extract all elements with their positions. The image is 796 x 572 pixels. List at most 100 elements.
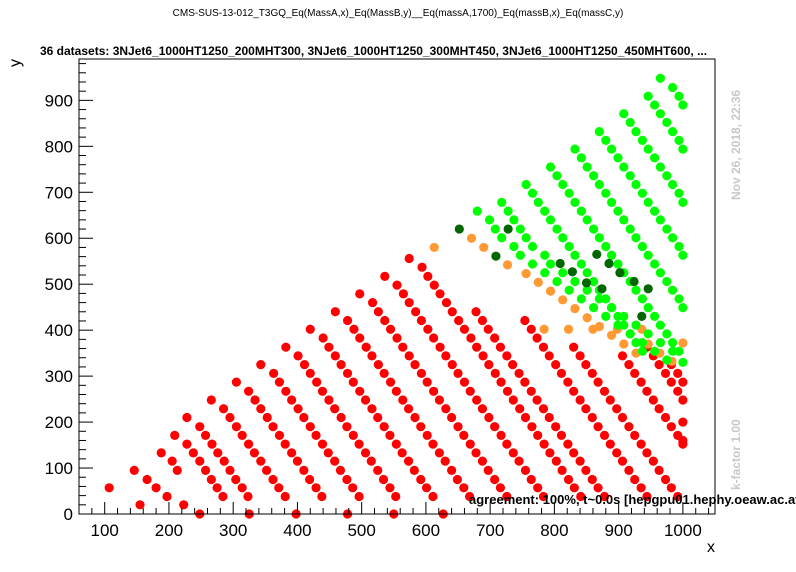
data-point-red — [417, 262, 427, 272]
data-point-red — [630, 368, 640, 378]
data-point-red — [182, 439, 192, 449]
data-point-red — [156, 448, 166, 458]
data-point-green — [552, 276, 562, 287]
data-point-red — [428, 439, 438, 449]
data-point-green — [668, 346, 678, 356]
data-point-red — [423, 324, 433, 334]
data-point-green — [533, 197, 543, 207]
data-point-green — [643, 197, 653, 207]
data-point-red — [195, 456, 205, 466]
data-point-red — [392, 280, 402, 290]
data-point-red — [544, 351, 554, 361]
data-point-green — [601, 294, 611, 304]
data-point-green — [668, 337, 678, 348]
data-point-red — [533, 483, 543, 493]
data-point-green — [678, 144, 688, 154]
data-point-green — [545, 259, 556, 269]
data-point-red — [305, 368, 315, 378]
data-point-green — [570, 276, 580, 287]
data-point-red — [441, 351, 451, 361]
data-point-red — [410, 360, 420, 370]
data-point-green — [631, 127, 641, 137]
data-point-green — [484, 215, 495, 225]
data-point-green — [655, 337, 665, 348]
data-point-green — [674, 346, 684, 356]
data-point-green — [655, 215, 665, 225]
data-point-red — [335, 465, 346, 475]
data-point-darkgreen — [555, 258, 565, 269]
data-point-red — [434, 448, 444, 458]
data-point-green — [570, 250, 580, 260]
data-point-red — [581, 465, 591, 475]
data-point-red — [452, 474, 462, 485]
data-point-green — [678, 250, 688, 260]
data-point-red — [342, 368, 353, 378]
data-point-darkgreen — [604, 258, 614, 269]
data-point-orange — [521, 269, 531, 279]
data-point-green — [515, 250, 525, 260]
data-point-red — [459, 483, 469, 493]
data-point-red — [630, 430, 640, 441]
data-point-green — [650, 153, 660, 163]
data-point-red — [411, 307, 421, 317]
data-point-red — [287, 395, 297, 405]
data-point-red — [490, 368, 500, 378]
data-point-red — [367, 351, 377, 361]
data-point-red — [360, 448, 371, 458]
data-point-red — [495, 342, 506, 352]
data-point-orange — [479, 242, 489, 253]
data-point-red — [471, 307, 481, 317]
data-point-green — [619, 109, 629, 119]
data-point-red — [648, 456, 658, 466]
data-point-red — [280, 439, 290, 449]
data-point-red — [397, 448, 407, 458]
y-tick-label: 900 — [45, 91, 73, 110]
data-point-red — [416, 422, 426, 432]
data-point-green — [643, 303, 653, 313]
data-point-green — [668, 233, 678, 243]
data-point-red — [379, 368, 389, 378]
data-point-red — [520, 412, 531, 423]
data-point-green — [545, 215, 556, 225]
data-point-red — [373, 412, 383, 423]
data-point-red — [380, 315, 390, 326]
data-point-green — [594, 127, 604, 137]
data-point-green — [606, 250, 617, 260]
data-point-red — [508, 360, 518, 370]
data-point-green — [509, 241, 519, 252]
data-point-red — [151, 483, 161, 493]
data-point-darkgreen — [615, 268, 625, 278]
data-point-green — [643, 329, 653, 339]
data-point-red — [563, 474, 574, 485]
data-point-red — [612, 448, 622, 458]
data-point-red — [172, 465, 182, 475]
data-point-red — [454, 315, 464, 326]
data-point-red — [429, 386, 439, 396]
data-point-red — [532, 333, 542, 343]
data-point-green — [606, 197, 617, 207]
data-point-red — [311, 483, 321, 493]
data-point-green — [564, 241, 574, 252]
data-point-red — [391, 491, 401, 502]
x-tick-label: 100 — [91, 521, 119, 540]
y-tick-label: 700 — [45, 183, 73, 202]
data-point-green — [552, 224, 562, 234]
data-point-green — [674, 241, 684, 252]
data-point-red — [666, 483, 676, 493]
data-point-green — [576, 206, 586, 216]
data-point-red — [477, 404, 488, 414]
data-point-red — [355, 289, 365, 299]
data-point-red — [654, 404, 664, 414]
data-point-red — [636, 439, 646, 449]
data-point-red — [533, 430, 543, 441]
data-point-red — [673, 386, 683, 396]
data-point-darkgreen — [567, 267, 577, 277]
data-point-red — [617, 456, 628, 466]
data-point-green — [594, 179, 604, 190]
data-point-red — [453, 368, 463, 378]
data-point-red — [575, 456, 585, 466]
data-point-red — [587, 368, 597, 378]
data-point-red — [576, 491, 586, 502]
data-point-red — [538, 342, 549, 352]
x-tick-label: 300 — [219, 521, 247, 540]
